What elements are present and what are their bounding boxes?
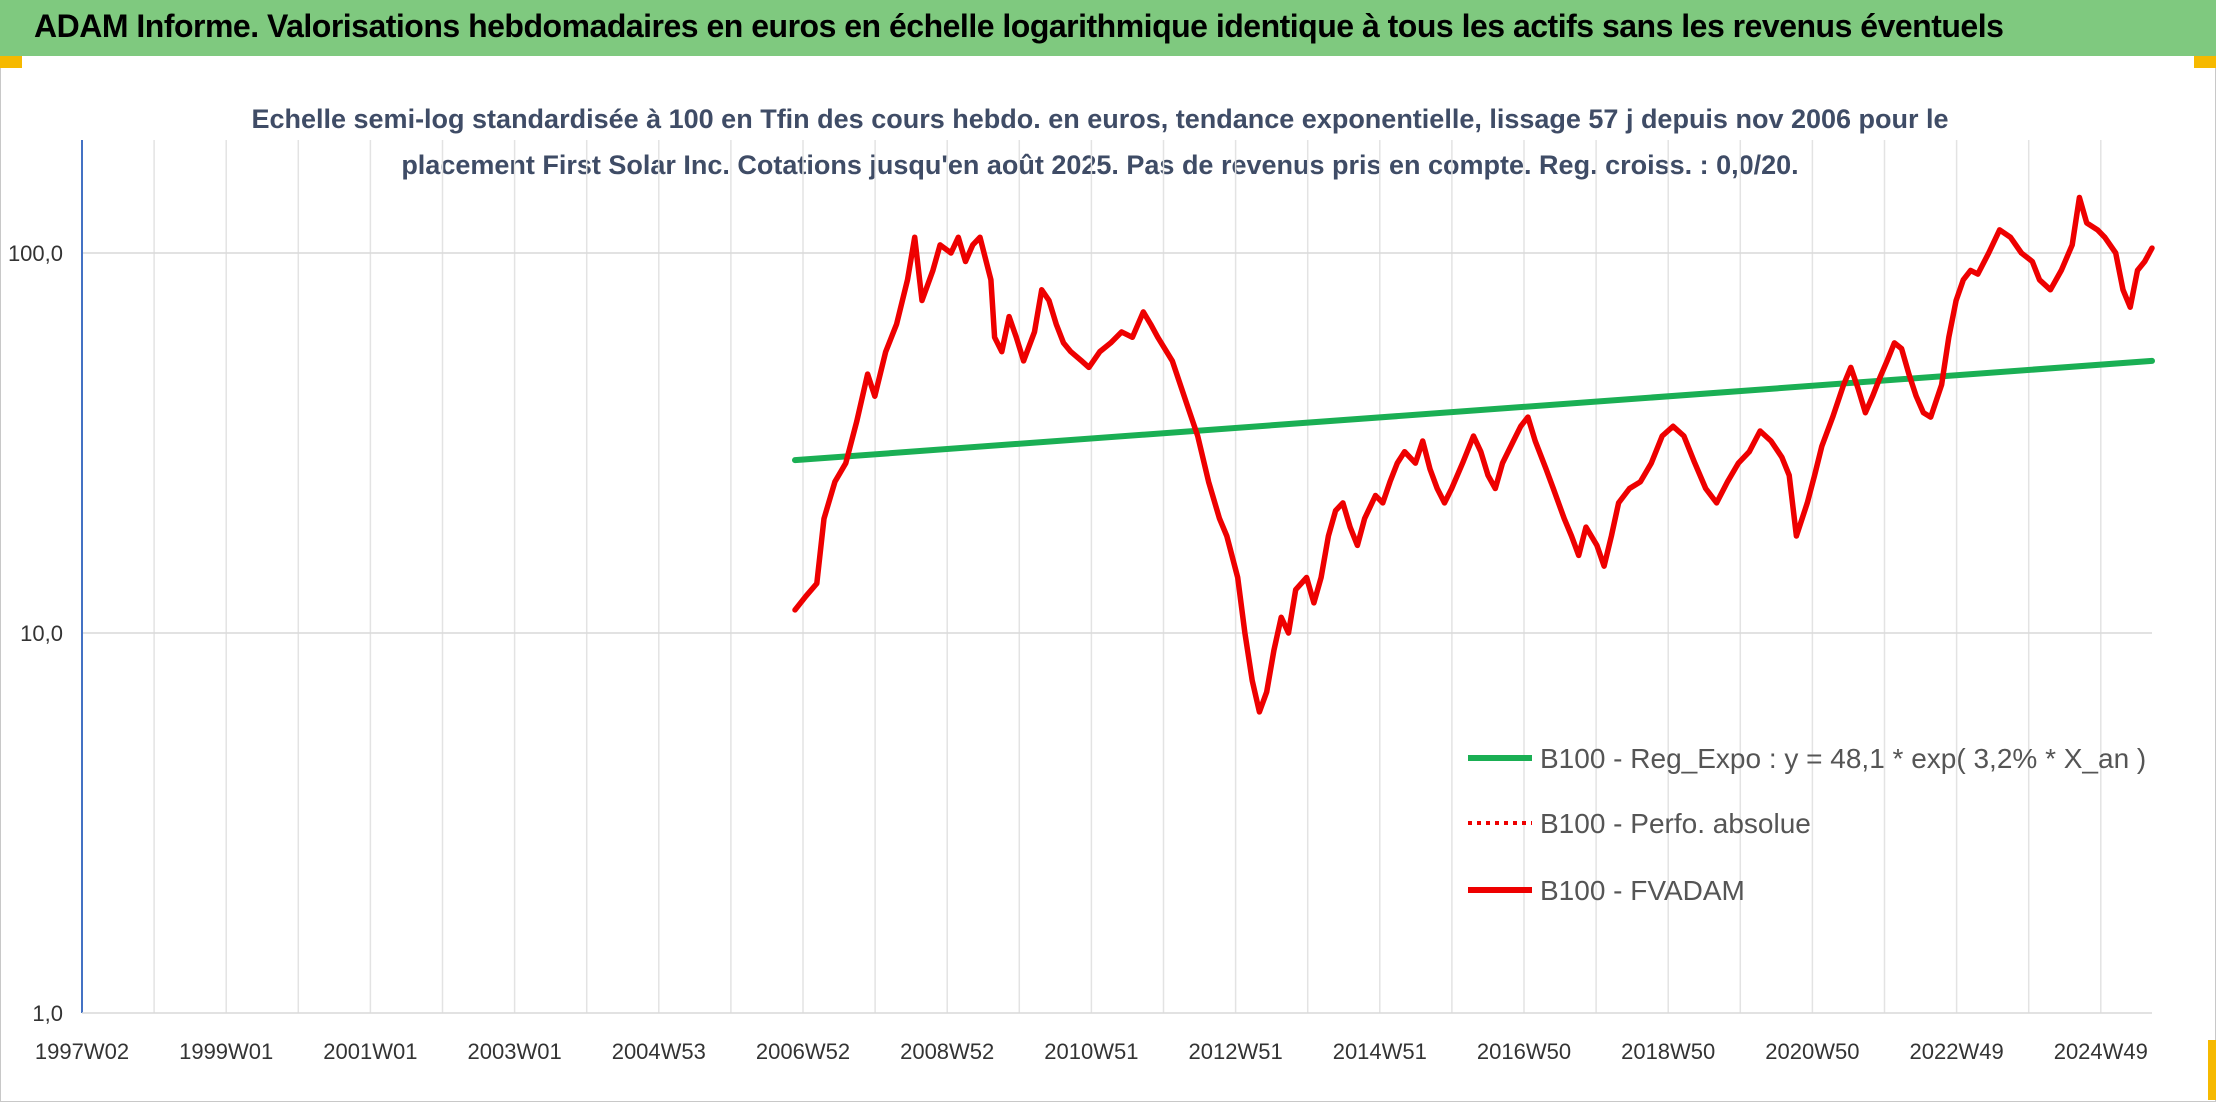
x-tick-label: 2020W50 xyxy=(1765,1039,1859,1064)
frame-side-bar-right xyxy=(2208,1040,2216,1100)
y-tick-label: 10,0 xyxy=(20,621,63,646)
report-title: ADAM Informe. Valorisations hebdomadaire… xyxy=(34,8,2004,44)
corner-marker-left xyxy=(0,56,22,68)
series-fvadam-line xyxy=(792,194,2155,715)
x-tick-label: 2024W49 xyxy=(2054,1039,2148,1064)
x-tick-label: 2012W51 xyxy=(1189,1039,1283,1064)
y-tick-labels: 100,0 10,0 1,0 xyxy=(8,241,63,1026)
x-tick-label: 2018W50 xyxy=(1621,1039,1715,1064)
x-tick-label: 2008W52 xyxy=(900,1039,994,1064)
x-tick-labels: 1997W02 1999W01 2001W01 2003W01 2004W53 2006W… xyxy=(35,1039,2148,1064)
x-tick-label: 2016W50 xyxy=(1477,1039,1571,1064)
y-tick-label: 100,0 xyxy=(8,241,63,266)
chart-title-line-1: Echelle semi-log standardisée à 100 en T… xyxy=(251,104,1949,134)
x-tick-label: 2001W01 xyxy=(323,1039,417,1064)
x-tick-label: 2010W51 xyxy=(1044,1039,1138,1064)
legend-label: B100 - Perfo. absolue xyxy=(1540,808,1811,839)
title-banner: ADAM Informe. Valorisations hebdomadaire… xyxy=(0,0,2216,56)
x-tick-label: 2022W49 xyxy=(1910,1039,2004,1064)
x-tick-label: 2003W01 xyxy=(468,1039,562,1064)
axes xyxy=(81,140,2152,1014)
legend-label: B100 - FVADAM xyxy=(1540,875,1745,906)
x-tick-label: 2004W53 xyxy=(612,1039,706,1064)
legend-label: B100 - Reg_Expo : y = 48,1 * exp( 3,2% *… xyxy=(1540,743,2146,774)
x-tick-label: 1997W02 xyxy=(35,1039,129,1064)
chart-title-line-2: placement First Solar Inc. Cotations jus… xyxy=(401,150,1799,180)
legend: B100 - Reg_Expo : y = 48,1 * exp( 3,2% *… xyxy=(1468,743,2146,906)
x-tick-label: 2006W52 xyxy=(756,1039,850,1064)
x-tick-label: 1999W01 xyxy=(179,1039,273,1064)
x-tick-label: 2014W51 xyxy=(1333,1039,1427,1064)
chart-subtitle: Echelle semi-log standardisée à 100 en T… xyxy=(200,96,2000,188)
series-group xyxy=(792,194,2155,715)
grid-lines xyxy=(81,140,2152,1013)
corner-marker-right xyxy=(2194,56,2216,68)
series-reg-expo-line xyxy=(792,357,2155,464)
y-tick-label: 1,0 xyxy=(32,1001,63,1026)
